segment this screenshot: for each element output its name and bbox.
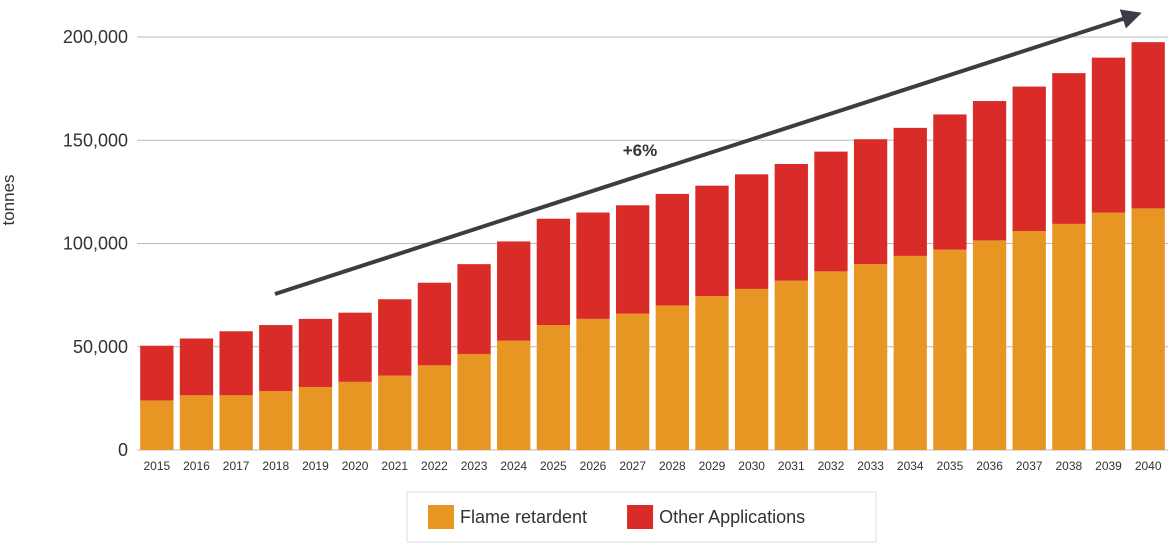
bar-segment (1131, 208, 1165, 450)
bar-segment (298, 318, 333, 388)
x-tick-label: 2036 (976, 459, 1003, 473)
bar-segment (219, 395, 253, 450)
bar-segment (1052, 223, 1086, 450)
bar-segment (378, 299, 412, 376)
x-tick-label: 2022 (421, 459, 448, 473)
bar-segment (853, 264, 888, 450)
x-tick-label: 2040 (1135, 459, 1162, 473)
y-tick-label: 50,000 (73, 337, 128, 357)
bar-segment (140, 400, 174, 450)
bar-segment (695, 296, 729, 450)
x-tick-label: 2025 (540, 459, 567, 473)
x-tick-label: 2015 (143, 459, 170, 473)
bar-segment (417, 282, 452, 366)
y-tick-label: 150,000 (63, 130, 128, 150)
bar-segment (417, 365, 452, 450)
bar-segment (1052, 73, 1086, 224)
x-tick-label: 2037 (1016, 459, 1043, 473)
bar-segment (338, 312, 372, 382)
x-tick-label: 2018 (262, 459, 289, 473)
bar-segment (616, 313, 650, 450)
bar-segment (972, 240, 1007, 450)
bar-segment (814, 151, 848, 272)
x-tick-label: 2026 (580, 459, 607, 473)
bar-segment (338, 381, 372, 450)
bar-segment (259, 325, 293, 392)
bar-segment (1091, 57, 1126, 213)
x-tick-label: 2019 (302, 459, 329, 473)
bar-segment (655, 305, 689, 450)
legend-swatch (428, 505, 454, 529)
bar-segment (259, 391, 293, 450)
legend-swatch (627, 505, 654, 529)
x-tick-label: 2039 (1095, 459, 1122, 473)
bar-segment (774, 280, 808, 450)
bar-segment (1012, 86, 1046, 232)
y-tick-label: 200,000 (63, 27, 128, 47)
y-axis-label: tonnes (0, 174, 18, 225)
bar-segment (655, 193, 689, 306)
annotation: +6% (623, 141, 658, 160)
legend-label: Other Applications (659, 507, 805, 527)
bar-segment (774, 163, 808, 281)
bar-segment (576, 212, 610, 319)
x-tick-label: 2024 (500, 459, 527, 473)
bar-segment (219, 331, 253, 396)
x-tick-label: 2021 (381, 459, 408, 473)
bar-segment (457, 264, 491, 354)
bar-segment (140, 345, 174, 401)
bar-segment (933, 114, 967, 250)
bar-segment (497, 340, 531, 450)
bar-segment (734, 288, 769, 450)
x-tick-label: 2032 (818, 459, 845, 473)
bar-segment (536, 325, 571, 450)
bar-segment (734, 174, 769, 289)
bar-segment (179, 395, 214, 450)
legend-box (406, 491, 877, 543)
x-tick-label: 2035 (937, 459, 964, 473)
bar-segment (972, 101, 1007, 241)
x-tick-label: 2029 (699, 459, 726, 473)
x-tick-label: 2034 (897, 459, 924, 473)
bar-segment (378, 375, 412, 450)
bar-segment (457, 353, 491, 450)
bar-segment (933, 249, 967, 450)
bar-segment (893, 255, 927, 450)
x-tick-label: 2027 (619, 459, 646, 473)
legend-label: Flame retardent (460, 507, 587, 527)
x-tick-label: 2023 (461, 459, 488, 473)
bar-segment (695, 185, 729, 297)
x-tick-label: 2020 (342, 459, 369, 473)
y-tick-label: 0 (118, 440, 128, 460)
bar-segment (576, 318, 610, 450)
bar-segment (497, 241, 531, 341)
x-tick-label: 2017 (223, 459, 250, 473)
bar-segment (814, 271, 848, 450)
bar-segment (1131, 42, 1165, 209)
trend-arrow (274, 9, 1142, 296)
bar-segment (616, 205, 650, 314)
y-tick-label: 100,000 (63, 234, 128, 254)
bar-segment (298, 387, 333, 450)
x-tick-label: 2030 (738, 459, 765, 473)
x-tick-label: 2033 (857, 459, 884, 473)
bar-segment (1091, 212, 1126, 450)
x-tick-label: 2016 (183, 459, 210, 473)
bar-segment (893, 127, 927, 256)
x-tick-label: 2038 (1056, 459, 1083, 473)
x-tick-label: 2028 (659, 459, 686, 473)
bar-segment (179, 338, 214, 396)
bar-segment (1012, 231, 1046, 450)
bar-segment (853, 139, 888, 265)
x-tick-label: 2031 (778, 459, 805, 473)
bar-segment (536, 218, 571, 326)
